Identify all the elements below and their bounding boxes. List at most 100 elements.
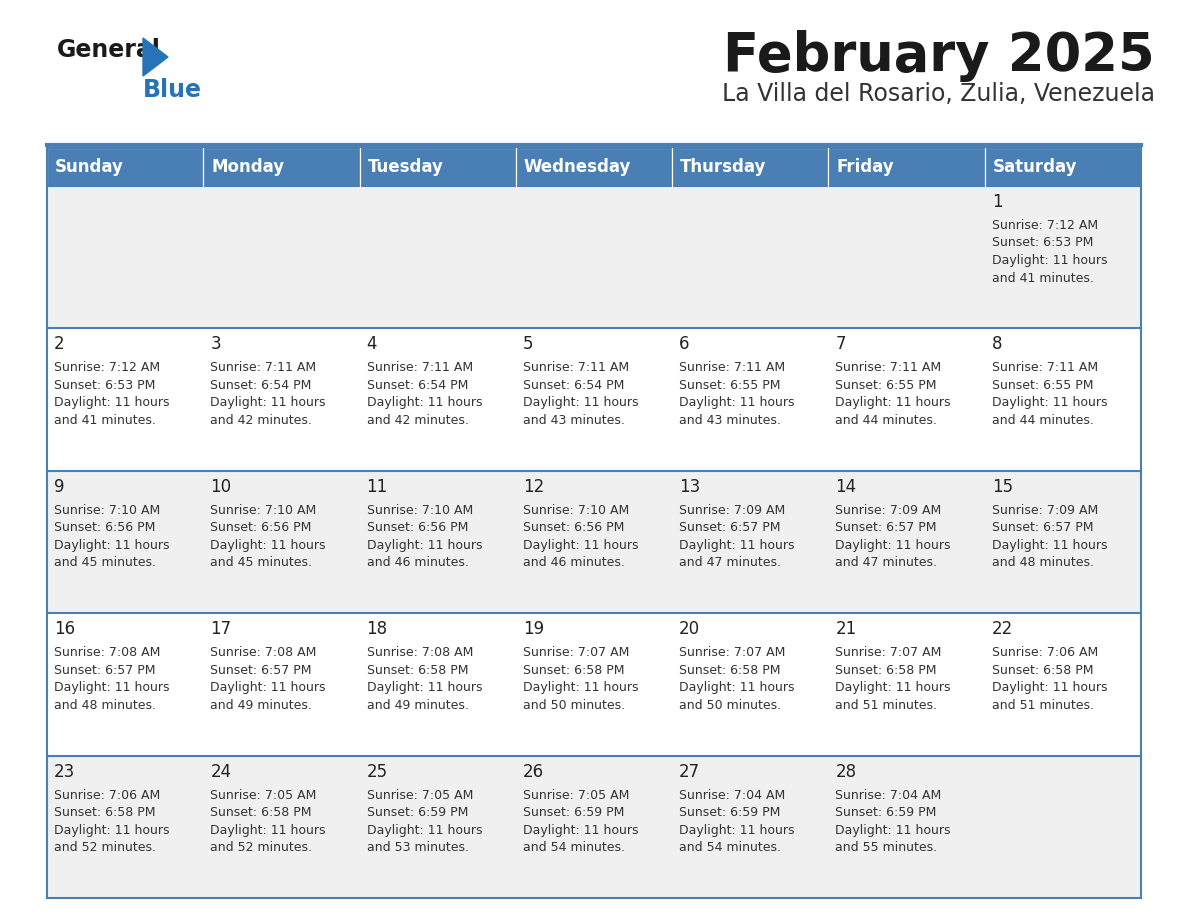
Text: 16: 16 (53, 621, 75, 638)
FancyBboxPatch shape (985, 186, 1140, 329)
Text: Sunrise: 7:06 AM: Sunrise: 7:06 AM (992, 646, 1098, 659)
Text: Sunrise: 7:08 AM: Sunrise: 7:08 AM (367, 646, 473, 659)
Text: 5: 5 (523, 335, 533, 353)
Text: Sunset: 6:56 PM: Sunset: 6:56 PM (210, 521, 311, 534)
Text: Sunset: 6:57 PM: Sunset: 6:57 PM (835, 521, 937, 534)
Text: Daylight: 11 hours: Daylight: 11 hours (53, 539, 170, 552)
Text: Daylight: 11 hours: Daylight: 11 hours (992, 539, 1107, 552)
Text: and 42 minutes.: and 42 minutes. (210, 414, 312, 427)
Text: Sunrise: 7:04 AM: Sunrise: 7:04 AM (680, 789, 785, 801)
FancyBboxPatch shape (203, 148, 360, 186)
Text: 17: 17 (210, 621, 232, 638)
Text: Daylight: 11 hours: Daylight: 11 hours (367, 539, 482, 552)
Text: and 47 minutes.: and 47 minutes. (680, 556, 782, 569)
Text: Sunset: 6:57 PM: Sunset: 6:57 PM (210, 664, 311, 677)
Text: 12: 12 (523, 477, 544, 496)
FancyBboxPatch shape (672, 756, 828, 898)
Text: 18: 18 (367, 621, 387, 638)
Text: and 55 minutes.: and 55 minutes. (835, 841, 937, 854)
Text: Sunrise: 7:09 AM: Sunrise: 7:09 AM (835, 504, 942, 517)
Text: Sunset: 6:59 PM: Sunset: 6:59 PM (835, 806, 937, 819)
Text: Sunrise: 7:11 AM: Sunrise: 7:11 AM (523, 362, 628, 375)
Text: Sunrise: 7:11 AM: Sunrise: 7:11 AM (992, 362, 1098, 375)
Text: Daylight: 11 hours: Daylight: 11 hours (367, 823, 482, 836)
Text: Daylight: 11 hours: Daylight: 11 hours (523, 397, 638, 409)
Polygon shape (143, 38, 168, 76)
Text: and 41 minutes.: and 41 minutes. (53, 414, 156, 427)
Text: 13: 13 (680, 477, 701, 496)
Text: Sunset: 6:58 PM: Sunset: 6:58 PM (210, 806, 311, 819)
Text: Sunrise: 7:07 AM: Sunrise: 7:07 AM (680, 646, 785, 659)
Text: Sunset: 6:53 PM: Sunset: 6:53 PM (992, 237, 1093, 250)
FancyBboxPatch shape (48, 756, 203, 898)
FancyBboxPatch shape (828, 148, 985, 186)
FancyBboxPatch shape (985, 613, 1140, 756)
Text: Sunrise: 7:12 AM: Sunrise: 7:12 AM (992, 219, 1098, 232)
FancyBboxPatch shape (203, 613, 360, 756)
Text: and 52 minutes.: and 52 minutes. (53, 841, 156, 854)
Text: Sunrise: 7:04 AM: Sunrise: 7:04 AM (835, 789, 942, 801)
Text: 26: 26 (523, 763, 544, 780)
Text: Daylight: 11 hours: Daylight: 11 hours (53, 681, 170, 694)
Text: 14: 14 (835, 477, 857, 496)
FancyBboxPatch shape (203, 471, 360, 613)
Text: 20: 20 (680, 621, 700, 638)
FancyBboxPatch shape (516, 613, 672, 756)
Text: and 54 minutes.: and 54 minutes. (523, 841, 625, 854)
Text: and 46 minutes.: and 46 minutes. (367, 556, 468, 569)
FancyBboxPatch shape (828, 613, 985, 756)
Text: 9: 9 (53, 477, 64, 496)
FancyBboxPatch shape (360, 329, 516, 471)
Text: Sunrise: 7:11 AM: Sunrise: 7:11 AM (210, 362, 316, 375)
Text: and 47 minutes.: and 47 minutes. (835, 556, 937, 569)
Text: Daylight: 11 hours: Daylight: 11 hours (53, 397, 170, 409)
Text: 22: 22 (992, 621, 1013, 638)
Text: Sunrise: 7:10 AM: Sunrise: 7:10 AM (523, 504, 630, 517)
Text: and 46 minutes.: and 46 minutes. (523, 556, 625, 569)
Text: Sunrise: 7:12 AM: Sunrise: 7:12 AM (53, 362, 160, 375)
Text: General: General (57, 38, 160, 62)
Text: Daylight: 11 hours: Daylight: 11 hours (992, 681, 1107, 694)
Text: Daylight: 11 hours: Daylight: 11 hours (835, 681, 950, 694)
Text: 19: 19 (523, 621, 544, 638)
Text: Sunrise: 7:10 AM: Sunrise: 7:10 AM (210, 504, 316, 517)
Text: Sunset: 6:58 PM: Sunset: 6:58 PM (992, 664, 1093, 677)
Text: Sunset: 6:56 PM: Sunset: 6:56 PM (523, 521, 624, 534)
Text: Sunset: 6:54 PM: Sunset: 6:54 PM (210, 379, 311, 392)
Text: Daylight: 11 hours: Daylight: 11 hours (680, 681, 795, 694)
Text: and 51 minutes.: and 51 minutes. (992, 699, 1094, 711)
Text: Daylight: 11 hours: Daylight: 11 hours (992, 397, 1107, 409)
Text: Daylight: 11 hours: Daylight: 11 hours (523, 823, 638, 836)
FancyBboxPatch shape (360, 756, 516, 898)
Text: Sunset: 6:58 PM: Sunset: 6:58 PM (680, 664, 781, 677)
Text: Daylight: 11 hours: Daylight: 11 hours (835, 539, 950, 552)
FancyBboxPatch shape (48, 471, 203, 613)
FancyBboxPatch shape (516, 148, 672, 186)
FancyBboxPatch shape (672, 471, 828, 613)
Text: 25: 25 (367, 763, 387, 780)
FancyBboxPatch shape (985, 148, 1140, 186)
Text: and 50 minutes.: and 50 minutes. (680, 699, 782, 711)
Text: Thursday: Thursday (681, 158, 766, 176)
FancyBboxPatch shape (203, 186, 360, 329)
Text: Daylight: 11 hours: Daylight: 11 hours (523, 539, 638, 552)
FancyBboxPatch shape (828, 471, 985, 613)
FancyBboxPatch shape (516, 329, 672, 471)
Text: Sunrise: 7:11 AM: Sunrise: 7:11 AM (680, 362, 785, 375)
Text: Sunrise: 7:09 AM: Sunrise: 7:09 AM (680, 504, 785, 517)
FancyBboxPatch shape (48, 613, 203, 756)
Text: Daylight: 11 hours: Daylight: 11 hours (367, 681, 482, 694)
FancyBboxPatch shape (672, 329, 828, 471)
Text: Sunset: 6:55 PM: Sunset: 6:55 PM (680, 379, 781, 392)
Text: Sunset: 6:58 PM: Sunset: 6:58 PM (835, 664, 937, 677)
Text: Sunset: 6:59 PM: Sunset: 6:59 PM (523, 806, 624, 819)
Text: 21: 21 (835, 621, 857, 638)
Text: Sunrise: 7:09 AM: Sunrise: 7:09 AM (992, 504, 1098, 517)
Text: Daylight: 11 hours: Daylight: 11 hours (680, 539, 795, 552)
FancyBboxPatch shape (48, 186, 203, 329)
FancyBboxPatch shape (360, 613, 516, 756)
Text: 15: 15 (992, 477, 1013, 496)
Text: Daylight: 11 hours: Daylight: 11 hours (992, 254, 1107, 267)
Text: Sunset: 6:57 PM: Sunset: 6:57 PM (53, 664, 156, 677)
Text: and 51 minutes.: and 51 minutes. (835, 699, 937, 711)
